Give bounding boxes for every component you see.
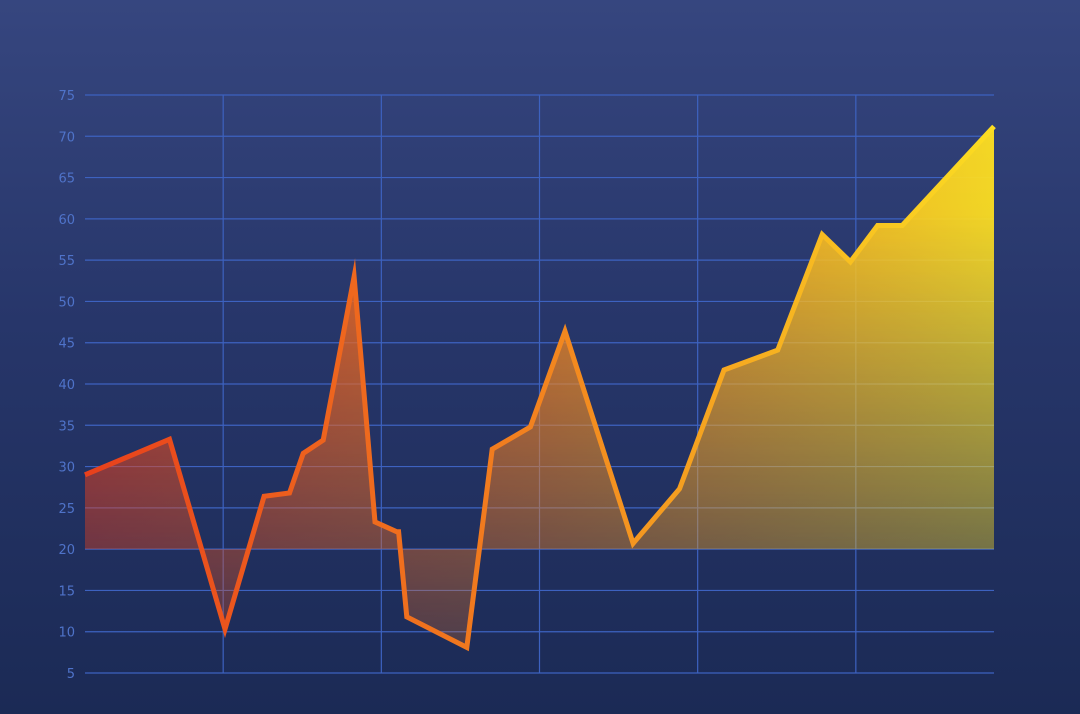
y-tick-label: 25 (58, 502, 75, 517)
area-fill (85, 126, 994, 648)
y-tick-label: 35 (58, 419, 75, 434)
y-tick-label: 50 (58, 295, 75, 310)
y-tick-label: 60 (58, 213, 75, 228)
y-tick-label: 55 (58, 254, 75, 269)
y-axis-ticks: 5 10 15 20 25 30 35 40 45 50 55 60 65 70 75 (58, 89, 75, 682)
y-tick-label: 75 (58, 89, 75, 104)
area-fill-layer (85, 126, 994, 648)
y-tick-label: 65 (58, 172, 75, 187)
y-tick-label: 10 (58, 626, 75, 641)
y-tick-label: 70 (58, 130, 75, 145)
line-layer (84, 124, 996, 652)
y-tick-label: 15 (58, 584, 75, 599)
y-tick-label: 30 (58, 461, 75, 476)
y-tick-label: 40 (58, 378, 75, 393)
y-tick-label: 20 (58, 543, 75, 558)
series-line (84, 124, 996, 652)
y-tick-label: 5 (67, 667, 75, 682)
y-tick-label: 45 (58, 337, 75, 352)
